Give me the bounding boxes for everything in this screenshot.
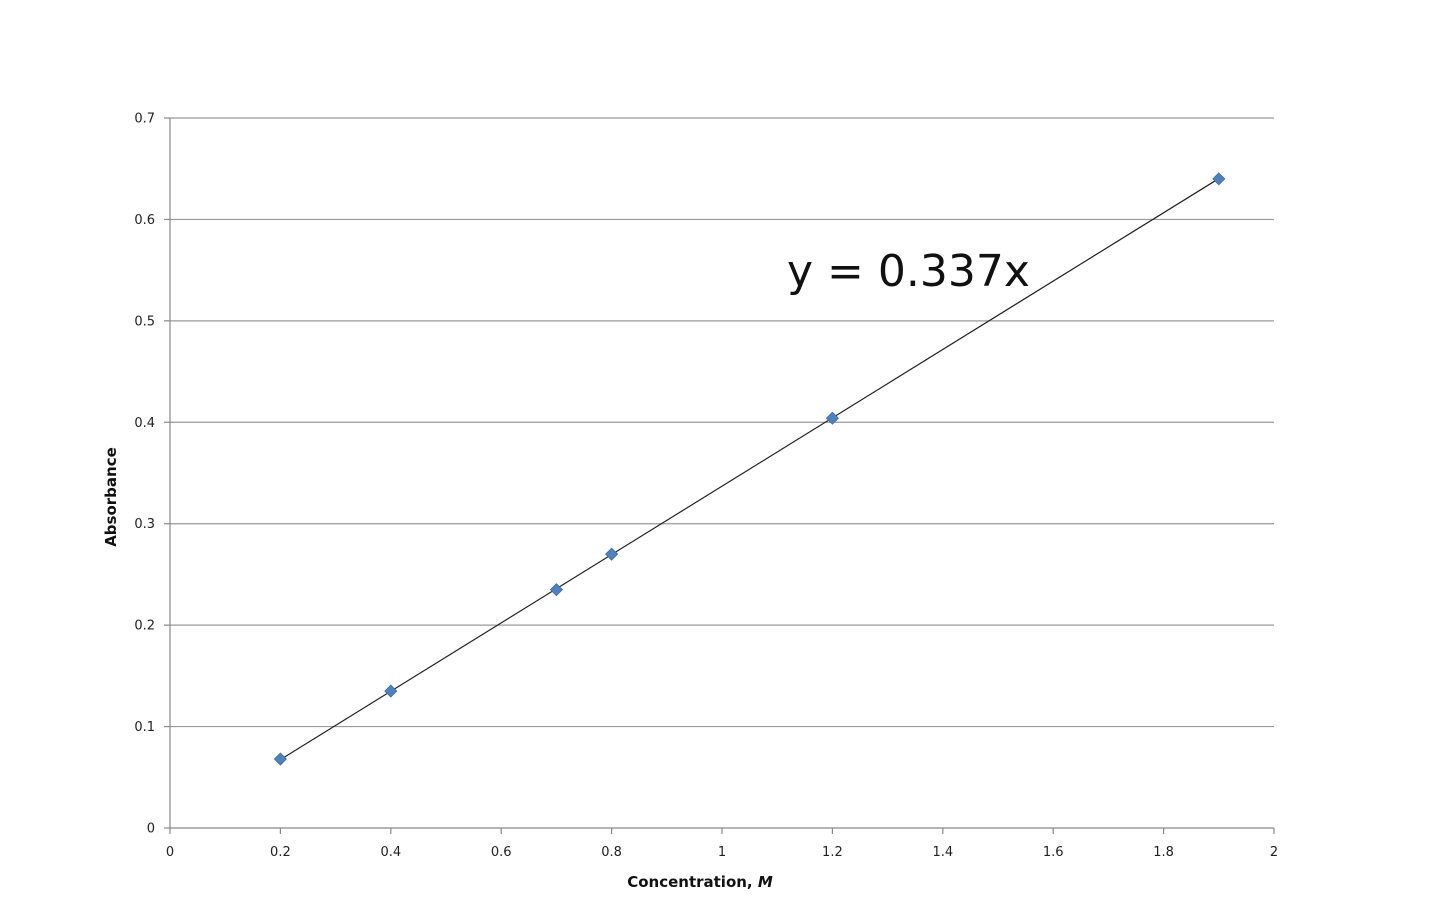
x-tick-label: 2	[1270, 845, 1278, 860]
y-tick-label: 0.1	[134, 720, 155, 735]
tick-labels: 0 0.1 0.2 0.3 0.4 0.5 0.6 0.7 0 0.2 0.4 0.6 0.8 1 1.2 1…	[134, 112, 1278, 861]
y-axis-title: Absorbance	[102, 447, 120, 547]
x-tick-label: 0	[166, 845, 174, 860]
x-tick-label: 1	[718, 845, 726, 860]
y-tick-label: 0.2	[134, 619, 155, 634]
x-axis-title-unit: M	[758, 873, 773, 891]
y-tick-label: 0.4	[134, 416, 155, 431]
data-point	[1212, 172, 1226, 186]
data-point	[549, 583, 563, 597]
x-tick-label: 0.4	[380, 845, 401, 860]
x-tick-label: 1.6	[1043, 845, 1064, 860]
x-tick-label: 0.2	[270, 845, 291, 860]
x-tick-label: 1.8	[1153, 845, 1174, 860]
axis-ticks	[164, 117, 1275, 834]
data-point	[384, 684, 398, 698]
y-tick-label: 0.5	[134, 314, 155, 329]
y-tick-label: 0.6	[134, 213, 155, 228]
x-axis-title-text: Concentration,	[627, 873, 758, 891]
y-tick-label: 0.7	[134, 112, 155, 127]
gridlines	[170, 117, 1274, 728]
data-point	[273, 752, 287, 766]
trendline-equation: y = 0.337x	[787, 246, 1030, 297]
data-points	[273, 172, 1226, 766]
y-tick-label: 0.3	[134, 517, 155, 532]
x-axis-title: Concentration, M	[627, 873, 773, 891]
x-tick-label: 1.4	[932, 845, 953, 860]
y-tick-label: 0	[147, 822, 155, 837]
x-tick-label: 0.8	[601, 845, 622, 860]
x-tick-label: 0.6	[491, 845, 512, 860]
data-point	[605, 547, 619, 561]
x-tick-label: 1.2	[822, 845, 843, 860]
data-point	[825, 411, 839, 425]
trendline	[280, 178, 1220, 761]
